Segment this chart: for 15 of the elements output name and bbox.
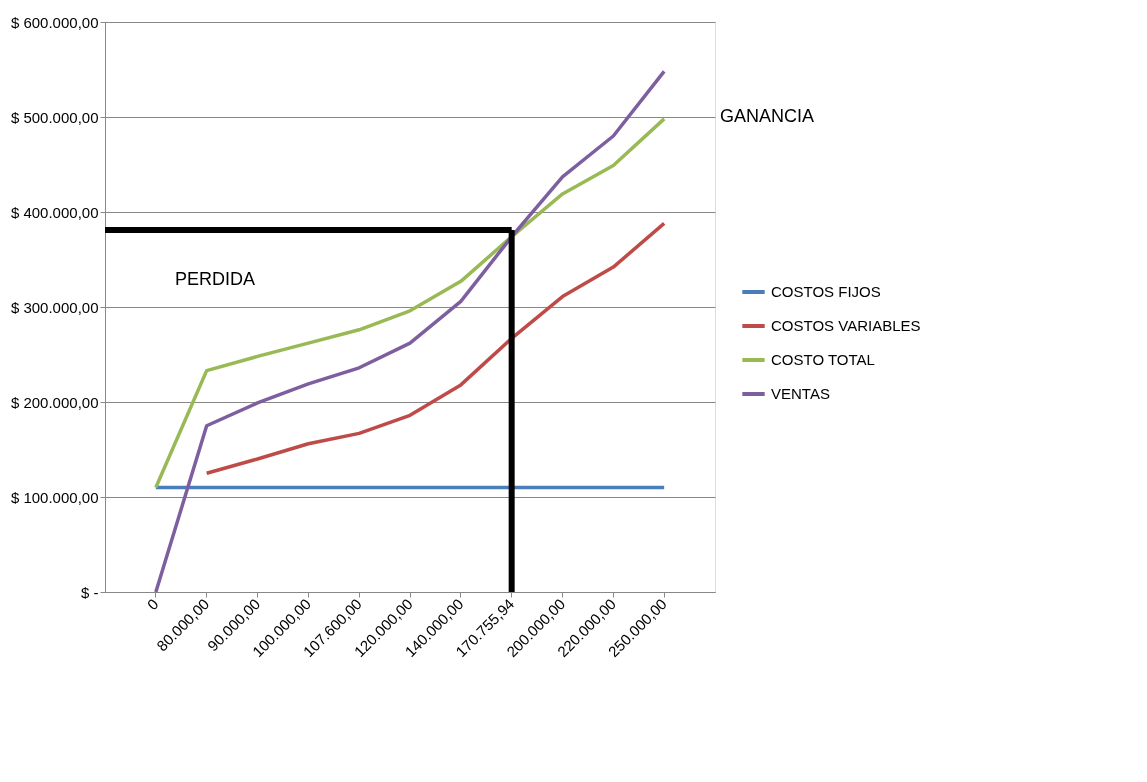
y-tick-label: $ 100.000,00 — [10, 488, 99, 506]
y-tick-label: $ 600.000,00 — [10, 13, 99, 31]
y-tick-label: $ 200.000,00 — [10, 393, 99, 411]
y-tick-label: $ 400.000,00 — [10, 203, 99, 221]
legend-label: VENTAS — [771, 385, 830, 402]
legend-label: COSTOS FIJOS — [771, 283, 881, 300]
y-tick-label: $ 300.000,00 — [10, 298, 99, 316]
y-tick-label: $ 500.000,00 — [10, 108, 99, 126]
y-tick-label: $ - — [80, 583, 99, 601]
x-tick-label: 0 — [143, 595, 162, 614]
line-series — [154, 117, 666, 490]
annotation: PERDIDA — [175, 269, 256, 289]
text: GANANCIA — [720, 106, 815, 126]
legend-label: COSTOS VARIABLES — [771, 317, 921, 334]
legend-label: COSTO TOTAL — [771, 351, 875, 368]
